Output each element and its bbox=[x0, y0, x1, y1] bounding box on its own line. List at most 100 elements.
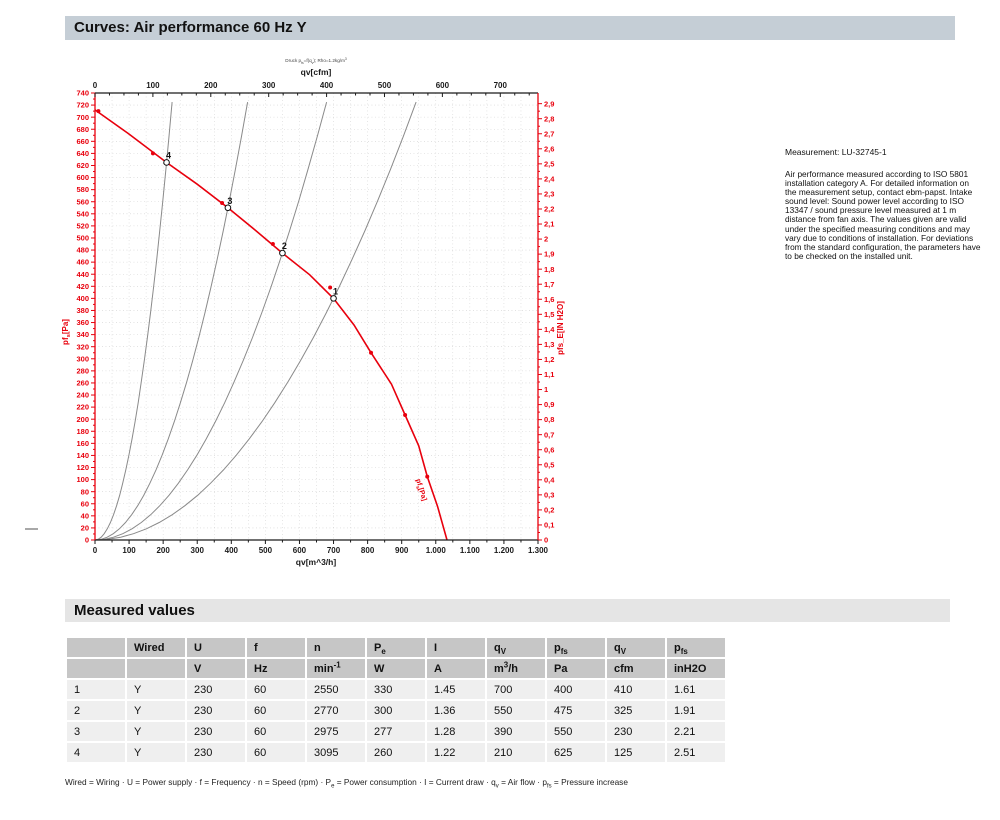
svg-text:1,4: 1,4 bbox=[544, 325, 555, 334]
column-header: I bbox=[427, 638, 485, 657]
svg-text:740: 740 bbox=[76, 89, 89, 98]
svg-text:100: 100 bbox=[76, 475, 89, 484]
svg-text:320: 320 bbox=[76, 342, 89, 351]
measurement-id: Measurement: LU-32745-1 bbox=[785, 147, 887, 157]
column-header: Pa bbox=[547, 659, 605, 678]
table-cell: 2975 bbox=[307, 722, 365, 741]
table-cell: 4 bbox=[67, 743, 125, 762]
table-cell: 60 bbox=[247, 701, 305, 720]
column-header bbox=[67, 638, 125, 657]
table-cell: 1.45 bbox=[427, 680, 485, 699]
svg-text:100: 100 bbox=[146, 81, 160, 90]
svg-text:1.300: 1.300 bbox=[528, 546, 549, 555]
svg-text:2,6: 2,6 bbox=[544, 144, 554, 153]
svg-text:1,7: 1,7 bbox=[544, 280, 554, 289]
svg-text:1.100: 1.100 bbox=[460, 546, 481, 555]
svg-text:140: 140 bbox=[76, 451, 89, 460]
svg-text:560: 560 bbox=[76, 197, 89, 206]
svg-text:440: 440 bbox=[76, 270, 89, 279]
column-header: Pe bbox=[367, 638, 425, 657]
table-cell: 410 bbox=[607, 680, 665, 699]
svg-text:700: 700 bbox=[76, 113, 89, 122]
table-cell: 230 bbox=[187, 743, 245, 762]
svg-text:720: 720 bbox=[76, 101, 89, 110]
column-header: U bbox=[187, 638, 245, 657]
svg-text:600: 600 bbox=[293, 546, 307, 555]
svg-text:1,3: 1,3 bbox=[544, 340, 554, 349]
table-cell: 1.28 bbox=[427, 722, 485, 741]
svg-text:120: 120 bbox=[76, 463, 89, 472]
svg-text:0,7: 0,7 bbox=[544, 430, 554, 439]
table-row: 1 Y 230 60 2550 330 1.45 700 400 410 1.61 bbox=[67, 680, 725, 699]
svg-text:460: 460 bbox=[76, 258, 89, 267]
svg-text:0,5: 0,5 bbox=[544, 460, 554, 469]
measurement-description: Air performance measured according to IS… bbox=[785, 169, 981, 261]
table-cell: 2770 bbox=[307, 701, 365, 720]
svg-text:2,8: 2,8 bbox=[544, 114, 554, 123]
table-cell: 1.91 bbox=[667, 701, 725, 720]
svg-text:0,1: 0,1 bbox=[544, 521, 554, 530]
svg-text:800: 800 bbox=[361, 546, 375, 555]
table-cell: 60 bbox=[247, 722, 305, 741]
svg-text:160: 160 bbox=[76, 439, 89, 448]
table-cell: 277 bbox=[367, 722, 425, 741]
chart-area: 0 20 40 60 80 100 120 140 160 180 200 220 240 260 280 3… bbox=[55, 50, 585, 570]
svg-text:500: 500 bbox=[259, 546, 273, 555]
table-cell: 1.36 bbox=[427, 701, 485, 720]
svg-text:200: 200 bbox=[204, 81, 218, 90]
svg-text:0,9: 0,9 bbox=[544, 400, 554, 409]
svg-text:2,3: 2,3 bbox=[544, 190, 554, 199]
table-cell: 2550 bbox=[307, 680, 365, 699]
svg-text:2,1: 2,1 bbox=[544, 220, 554, 229]
svg-text:0,4: 0,4 bbox=[544, 475, 555, 484]
svg-text:260: 260 bbox=[76, 379, 89, 388]
svg-text:60: 60 bbox=[81, 499, 89, 508]
svg-text:2,4: 2,4 bbox=[544, 174, 555, 183]
svg-text:1.200: 1.200 bbox=[494, 546, 515, 555]
column-header: qV bbox=[607, 638, 665, 657]
svg-text:2,9: 2,9 bbox=[544, 99, 554, 108]
svg-text:20: 20 bbox=[81, 524, 89, 533]
table-cell: 3 bbox=[67, 722, 125, 741]
svg-text:qv[cfm]: qv[cfm] bbox=[301, 67, 332, 77]
table-cell: 60 bbox=[247, 743, 305, 762]
svg-text:300: 300 bbox=[191, 546, 205, 555]
table-row: 2 Y 230 60 2770 300 1.36 550 475 325 1.91 bbox=[67, 701, 725, 720]
column-header: qV bbox=[487, 638, 545, 657]
table-cell: 2.21 bbox=[667, 722, 725, 741]
table-cell: 390 bbox=[487, 722, 545, 741]
svg-text:2: 2 bbox=[544, 235, 548, 244]
svg-text:0: 0 bbox=[93, 546, 98, 555]
section-title-measured-values: Measured values bbox=[65, 599, 950, 622]
svg-text:900: 900 bbox=[395, 546, 409, 555]
svg-text:600: 600 bbox=[76, 173, 89, 182]
column-header: pfs bbox=[667, 638, 725, 657]
svg-text:1,5: 1,5 bbox=[544, 310, 554, 319]
svg-text:0: 0 bbox=[93, 81, 98, 90]
svg-text:240: 240 bbox=[76, 391, 89, 400]
table-cell: 550 bbox=[547, 722, 605, 741]
svg-text:380: 380 bbox=[76, 306, 89, 315]
measured-values-body: 1 Y 230 60 2550 330 1.45 700 400 410 1.61 2 Y 230 60 27… bbox=[67, 680, 725, 762]
svg-text:1: 1 bbox=[544, 385, 548, 394]
svg-text:1,8: 1,8 bbox=[544, 265, 554, 274]
column-header: f bbox=[247, 638, 305, 657]
table-row: 3 Y 230 60 2975 277 1.28 390 550 230 2.21 bbox=[67, 722, 725, 741]
svg-text:480: 480 bbox=[76, 246, 89, 255]
svg-text:500: 500 bbox=[76, 234, 89, 243]
section-title-text: Measured values bbox=[74, 602, 195, 619]
svg-text:680: 680 bbox=[76, 125, 89, 134]
column-header: cfm bbox=[607, 659, 665, 678]
column-header: n bbox=[307, 638, 365, 657]
svg-text:2,2: 2,2 bbox=[544, 205, 554, 214]
svg-text:280: 280 bbox=[76, 366, 89, 375]
table-cell: 125 bbox=[607, 743, 665, 762]
table-cell: Y bbox=[127, 722, 185, 741]
column-header: m3/h bbox=[487, 659, 545, 678]
page-title: Curves: Air performance 60 Hz Y bbox=[74, 19, 307, 36]
